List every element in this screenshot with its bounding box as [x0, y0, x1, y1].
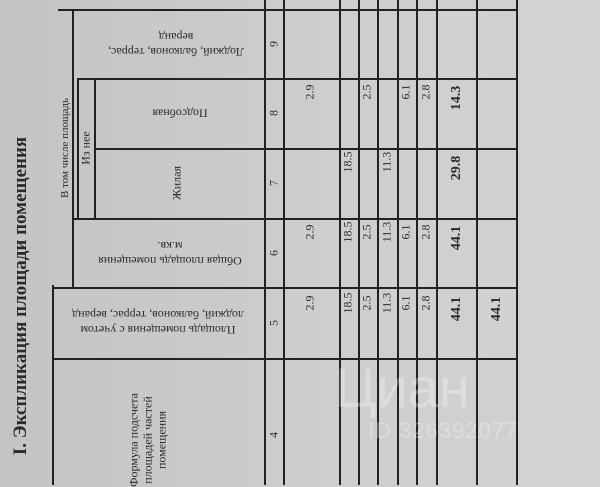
header-line: лоджий, балконов, террас, веранд — [72, 308, 244, 322]
table-border — [436, 0, 438, 485]
header-line: веранд — [158, 30, 194, 44]
header-total-area: Общая площадь помещения м.кв. — [98, 238, 241, 268]
header-line: Площадь помещения с учетом — [80, 323, 236, 337]
table-cell-c5: 11.3 — [379, 292, 394, 314]
header-line: помещения — [153, 410, 168, 470]
total-cell-c6: 44.1 — [449, 225, 464, 251]
header-loggias: Лоджий, балконов, террас, веранд — [108, 29, 244, 59]
header-auxiliary: Подсобная — [152, 106, 208, 121]
table-border — [52, 358, 516, 360]
header-area-with-loggias: Площадь помещения с учетом лоджий, балко… — [72, 307, 244, 337]
header-of-which: Из нее — [78, 131, 93, 165]
header-line: Общая площадь помещения — [98, 254, 242, 268]
column-number: 5 — [266, 320, 281, 326]
table-border — [77, 78, 79, 218]
table-cell-c5: 6.1 — [398, 295, 413, 311]
table-border — [339, 0, 341, 485]
table-border — [416, 0, 418, 485]
table-cell-c5: 18.5 — [340, 292, 355, 314]
table-border — [58, 9, 516, 11]
grand-total-cell: 44.1 — [489, 296, 504, 322]
table-cell-c6: 2.8 — [418, 224, 433, 240]
column-number: 9 — [266, 41, 281, 47]
table-border — [358, 0, 360, 485]
table-cell-c7: 18.5 — [340, 151, 355, 173]
table-cell-c5: 2.8 — [418, 295, 433, 311]
header-line: площадей частей — [140, 396, 155, 484]
watermark-brand: Циан — [335, 356, 470, 419]
table-border — [73, 218, 516, 220]
header-line: Формула подсчета — [126, 392, 141, 487]
table-cell-c6: 2.5 — [359, 224, 374, 240]
header-including-area: В том числе площадь — [59, 97, 71, 199]
table-border — [377, 0, 379, 485]
table-cell-c5: 2.9 — [302, 295, 317, 311]
total-cell-c5: 44.1 — [449, 296, 464, 322]
table-border — [264, 0, 266, 485]
header-line: м.кв. — [157, 239, 183, 253]
table-cell-c8: 2.8 — [418, 84, 433, 100]
table-cell-c5: 2.5 — [359, 295, 374, 311]
table-border — [52, 285, 54, 485]
column-number: 8 — [266, 110, 281, 116]
table-cell-c6: 18.5 — [340, 221, 355, 243]
column-number: 6 — [266, 250, 281, 256]
column-number: 4 — [266, 432, 281, 438]
table-cell-c8: 2.9 — [302, 84, 317, 100]
table-border — [77, 78, 516, 80]
table-cell-c8: 2.5 — [359, 84, 374, 100]
table-border — [94, 148, 516, 150]
table-border — [52, 287, 516, 289]
header-line: Лоджий, балконов, террас, — [108, 45, 244, 59]
table-border — [516, 0, 518, 485]
table-cell-c6: 2.9 — [302, 224, 317, 240]
table-cell-c8: 6.1 — [398, 84, 413, 100]
table-border — [72, 10, 74, 288]
column-number: 7 — [266, 180, 281, 186]
table-border — [283, 0, 285, 485]
table-cell-c7: 11.3 — [379, 151, 394, 173]
total-cell-c7: 29.8 — [449, 155, 464, 181]
header-living: Жилая — [169, 165, 184, 201]
total-cell-c8: 14.3 — [449, 85, 464, 111]
table-cell-c6: 6.1 — [398, 224, 413, 240]
table-border — [397, 0, 399, 485]
table-cell-c6: 11.3 — [379, 221, 394, 243]
header-formula: Формула подсчета площадей частей помещен… — [126, 392, 168, 487]
watermark-id: ID 326392077 — [368, 418, 519, 443]
section-title: I. Экспликация площади помещения — [10, 136, 31, 456]
table-border — [476, 0, 478, 485]
